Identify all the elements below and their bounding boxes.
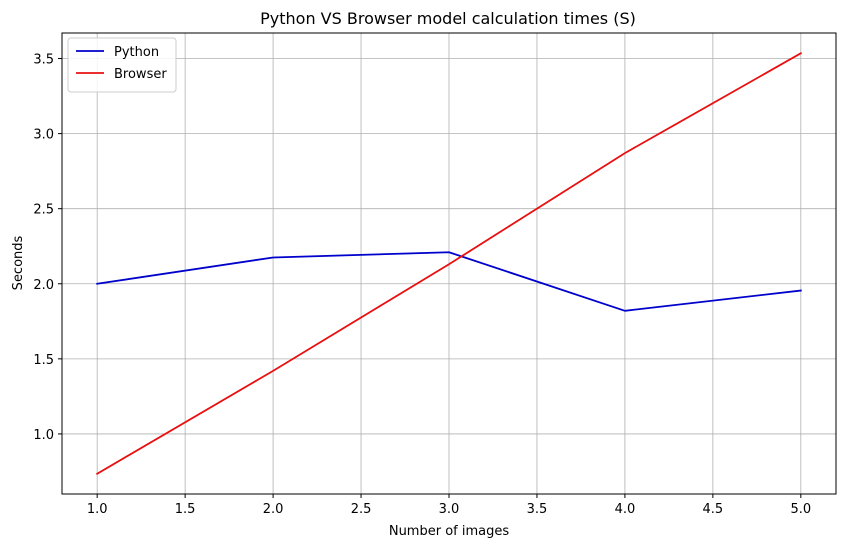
y-axis-label: Seconds [11,235,26,290]
grid [62,33,836,494]
x-tick-label: 5.0 [790,502,811,517]
x-tick-label: 4.0 [615,502,636,517]
chart-title: Python VS Browser model calculation time… [260,9,636,28]
series-layer [95,52,803,475]
x-tick-label: 2.0 [263,502,284,517]
series-line-browser [95,52,803,475]
x-tick-label: 2.5 [351,502,372,517]
y-tick-label: 3.0 [33,128,54,143]
ticks: 1.0 1.5 2.0 2.5 3.0 3.5 4.0 4.5 5.0 1.0 1.5 2.0 2.5 3… [33,53,811,517]
legend-label: Python [114,45,159,60]
x-tick-label: 3.5 [527,502,548,517]
y-tick-label: 1.5 [33,353,54,368]
x-tick-label: 1.0 [87,502,108,517]
y-tick-label: 3.5 [33,53,54,68]
y-tick-label: 2.0 [33,278,54,293]
x-axis-label: Number of images [389,524,510,539]
y-tick-label: 1.0 [33,428,54,443]
y-tick-label: 2.5 [33,203,54,218]
x-tick-label: 3.0 [439,502,460,517]
legend-label: Browser [114,67,167,82]
x-tick-label: 1.5 [175,502,196,517]
series-line-python [96,251,802,312]
legend: Python Browser [67,37,177,93]
x-tick-label: 4.5 [703,502,724,517]
